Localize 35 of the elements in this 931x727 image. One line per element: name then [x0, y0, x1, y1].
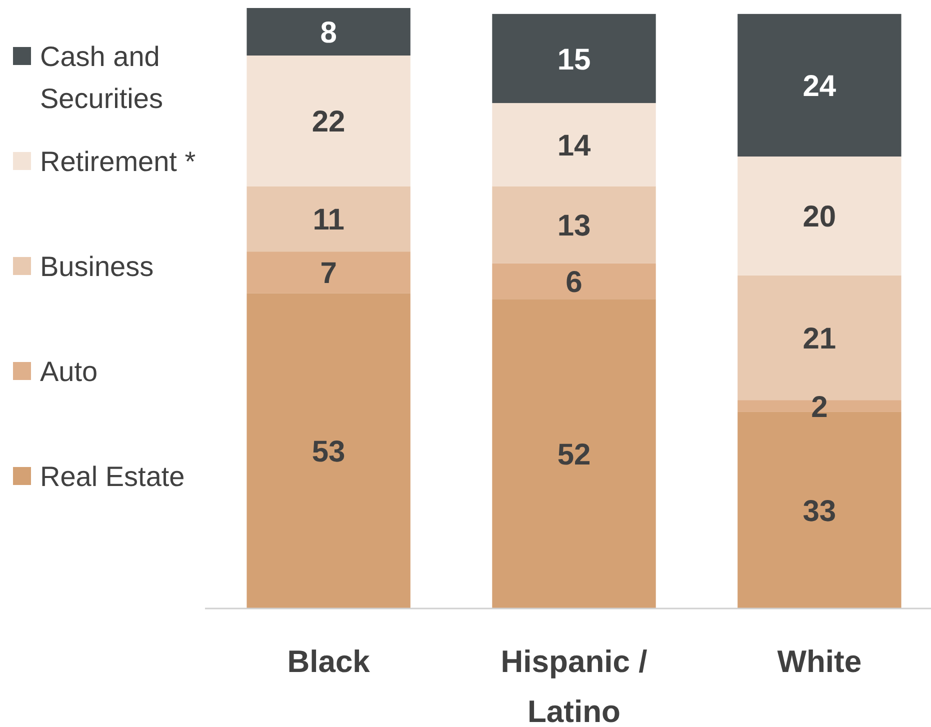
data-label: 21	[802, 322, 836, 356]
bar	[492, 299, 656, 608]
data-label: 7	[320, 257, 337, 290]
bar	[492, 186, 656, 264]
data-label: 11	[312, 204, 344, 237]
data-label: 8	[320, 16, 337, 50]
data-label: 52	[557, 438, 591, 472]
data-label: 2	[811, 390, 828, 424]
data-label: 24	[802, 70, 836, 104]
data-label: 14	[557, 129, 591, 162]
bar	[738, 14, 902, 157]
data-label: 33	[802, 494, 836, 528]
bar	[246, 186, 410, 252]
data-label: 13	[557, 210, 591, 243]
x-tick-label: Hispanic / Latino	[500, 644, 648, 727]
bar	[246, 252, 410, 294]
data-label: 15	[557, 43, 591, 76]
data-label: 53	[312, 435, 346, 468]
legend-label: Real Estate	[40, 461, 185, 492]
x-tick-label: White	[777, 644, 862, 679]
data-label: 20	[802, 200, 836, 234]
bar	[492, 263, 656, 300]
bar	[492, 14, 656, 104]
data-label: 22	[312, 106, 346, 139]
legend-label: Auto	[40, 356, 98, 388]
bar	[492, 103, 656, 186]
legend-label: Cash and Securities	[40, 41, 163, 114]
bar	[246, 8, 410, 56]
data-label: 6	[566, 266, 582, 300]
legend-label: Business	[40, 251, 154, 282]
bar	[738, 156, 902, 276]
x-tick-label: Black	[287, 644, 371, 679]
bar	[246, 56, 410, 186]
bar	[246, 293, 410, 608]
legend-label: Retirement *	[40, 146, 196, 178]
